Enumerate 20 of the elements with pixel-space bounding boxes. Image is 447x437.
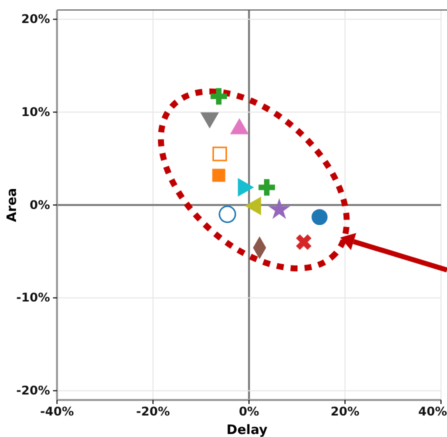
point xyxy=(218,206,236,223)
x-tick-label: 40% xyxy=(418,404,447,419)
x-tick-label: 0% xyxy=(238,404,260,419)
x-axis-title: Delay xyxy=(226,423,268,437)
y-axis-title: Area xyxy=(5,188,20,222)
y-tick-label: 20% xyxy=(21,12,50,26)
point xyxy=(212,168,226,182)
y-tick-label: 0% xyxy=(30,198,50,212)
point xyxy=(296,234,312,250)
point xyxy=(212,146,227,162)
x-tick-label: -20% xyxy=(136,404,170,419)
y-tick-label: 10% xyxy=(21,104,50,119)
y-tick-label: -10% xyxy=(16,290,50,305)
point xyxy=(258,179,275,196)
point xyxy=(312,209,328,226)
y-tick-label: -20% xyxy=(16,384,50,398)
x-tick-label: 20% xyxy=(330,404,360,419)
x-tick-label: -40% xyxy=(40,404,74,419)
point xyxy=(210,88,227,105)
point xyxy=(268,198,290,219)
